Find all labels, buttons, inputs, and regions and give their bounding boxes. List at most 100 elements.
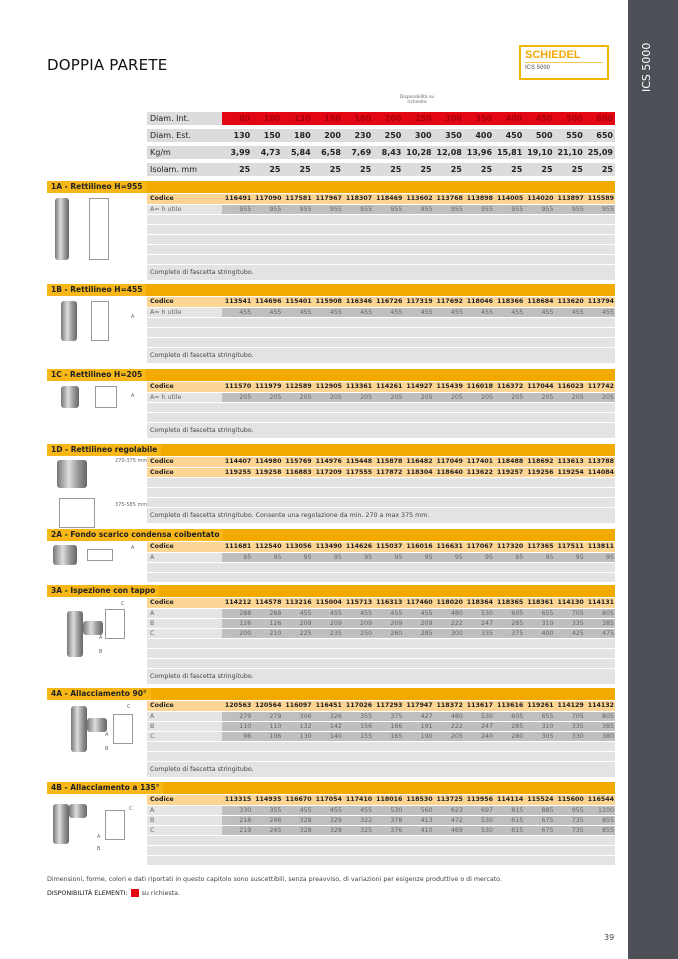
dimension-label: C	[127, 704, 131, 710]
empty-row	[147, 855, 615, 865]
product-code: 116726	[376, 298, 403, 305]
product-code: 117460	[406, 599, 433, 606]
product-code: 117742	[587, 383, 614, 390]
product-section: 1A - Rettilineo H=955 Codice 116491 117090 1…	[47, 181, 615, 280]
dimension-value: 95	[494, 552, 525, 562]
dimension-label: A	[99, 635, 103, 641]
section-table: Codice 113315 114935 116670 117054 117410 1180…	[147, 795, 615, 865]
dimension-value: 310	[524, 721, 555, 731]
product-code: 111681	[224, 543, 252, 550]
section-title: 3A - Ispezione con tappo	[47, 585, 160, 597]
empty-row	[147, 337, 615, 347]
page-number: 39	[604, 933, 615, 942]
chapter-label: ICS 5000	[640, 42, 653, 92]
row-label: A	[150, 609, 155, 617]
spec-cell: 25	[450, 165, 462, 174]
dimension-value: 425	[554, 628, 585, 638]
section-title: 1D - Rettilineo regolabile	[47, 444, 162, 456]
dimension-value: 455	[554, 307, 585, 317]
dimension-value: 95	[584, 552, 615, 562]
spec-row-label: Diam. Int.	[150, 114, 190, 123]
code-row: Codice 111681 112540 113056 113490 114626 1150…	[147, 542, 615, 552]
empty-row	[147, 741, 615, 751]
product-code: 115600	[557, 796, 584, 803]
dimension-value: 480	[433, 711, 464, 721]
product-code: 115908	[315, 298, 342, 305]
dimension-value: 218	[222, 815, 253, 825]
dimension-label: 375-585 mm	[115, 502, 148, 508]
dimension-value: 955	[312, 204, 343, 214]
logo-product: ICS 5000	[525, 65, 551, 71]
dimension-value: 623	[433, 805, 464, 815]
dimension-value: 455	[403, 608, 434, 618]
spec-cell: 13,96	[466, 148, 493, 157]
spec-cell: 25	[360, 165, 372, 174]
product-section: 4A - Allacciamento 90° C A B Codice 120563 120…	[47, 688, 615, 777]
section-table: Codice 114407 114980 115769 114976 115448 1158…	[147, 457, 615, 523]
dimension-value: 530	[463, 815, 495, 825]
dimension-value: 322	[342, 815, 374, 825]
empty-row	[147, 254, 615, 264]
dimension-value: 142	[312, 721, 343, 731]
pipe-illustration	[87, 718, 107, 732]
section-header: 1B - Rettilineo H=455	[47, 284, 615, 296]
dimension-value: 400	[524, 628, 555, 638]
section-note: Completo di fascetta stringitubo.	[147, 347, 615, 363]
product-code: 118692	[527, 458, 554, 465]
pipe-outline-drawing	[91, 301, 109, 341]
dimension-label: C	[121, 601, 125, 607]
empty-row	[147, 751, 615, 761]
product-code: 119258	[255, 468, 282, 476]
spec-cell: 500	[554, 112, 585, 125]
spec-cell: 21,10	[557, 148, 583, 157]
dimension-value: 140	[312, 731, 343, 741]
product-code: 117692	[436, 298, 463, 305]
dimension-value: 246	[252, 815, 283, 825]
empty-row	[147, 317, 615, 327]
dimension-value: 480	[433, 608, 464, 618]
dimension-value: 285	[403, 628, 434, 638]
dimension-value: 205	[524, 392, 555, 402]
row-label: Codice	[150, 298, 174, 305]
dimension-value: 240	[463, 731, 495, 741]
pipe-illustration	[71, 706, 87, 752]
dimension-value: 475	[584, 628, 615, 638]
dimension-value: 250	[342, 628, 374, 638]
product-code: 117401	[466, 458, 494, 465]
section-header: 4B - Allacciamento a 135°	[47, 782, 615, 794]
product-code: 118640	[436, 468, 463, 476]
product-code: 113616	[497, 702, 524, 709]
product-code: 119254	[557, 468, 584, 476]
dimension-value: 328	[282, 825, 313, 835]
dimension-value: 955	[584, 204, 615, 214]
pipe-illustration	[55, 198, 69, 260]
dimension-value: 110	[252, 721, 283, 731]
empty-row	[147, 244, 615, 254]
dimension-value: 530	[463, 608, 495, 618]
spec-row-label: Isolam. mm	[150, 165, 198, 174]
empty-row	[147, 488, 615, 497]
product-code: 118046	[466, 298, 494, 305]
product-code: 115589	[587, 195, 614, 202]
dimension-value: 805	[584, 608, 615, 618]
row-label: Codice	[150, 468, 174, 476]
product-code: 113617	[466, 702, 494, 709]
product-code: 114084	[587, 468, 614, 476]
product-code: 113216	[285, 599, 312, 606]
dimension-value: 126	[252, 618, 283, 628]
dimension-value: 615	[494, 825, 525, 835]
dimension-value: 329	[312, 815, 343, 825]
chapter-sidebar	[628, 0, 678, 959]
product-section: 1B - Rettilineo H=455 A Codice 113541 114696…	[47, 284, 615, 363]
product-code: 113315	[224, 796, 252, 803]
dimension-value: 455	[524, 307, 555, 317]
dimension-value: 95	[373, 552, 404, 562]
dimension-value: 325	[342, 825, 374, 835]
dimension-value: 455	[222, 307, 253, 317]
dimension-value: 95	[282, 552, 313, 562]
dimension-value: 560	[403, 805, 434, 815]
dimension-value: 95	[554, 552, 585, 562]
pipe-outline-drawing	[89, 198, 109, 260]
product-code: 116372	[497, 383, 524, 390]
dimension-value: 655	[524, 608, 555, 618]
